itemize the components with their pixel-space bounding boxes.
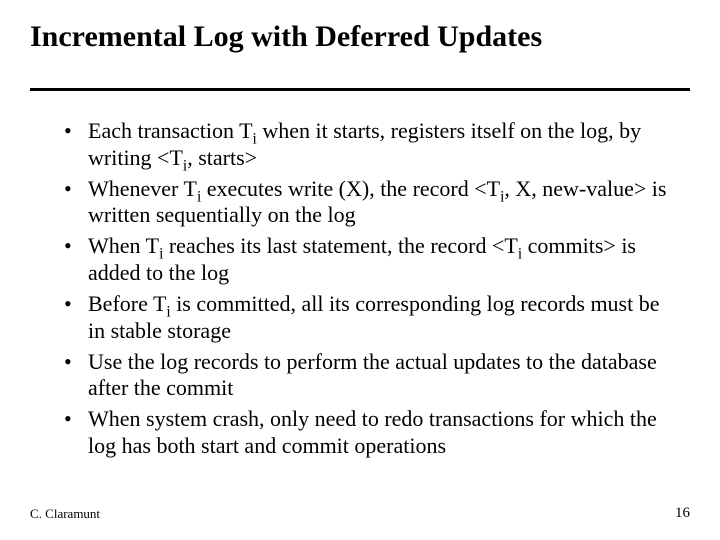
text: reaches its last statement, the record <…	[163, 233, 518, 258]
text: Each transaction T	[88, 118, 253, 143]
slide: Incremental Log with Deferred Updates Ea…	[0, 0, 720, 540]
bullet-list: Each transaction Ti when it starts, regi…	[60, 118, 680, 460]
text: Before T	[88, 291, 166, 316]
text: When T	[88, 233, 159, 258]
slide-body: Each transaction Ti when it starts, regi…	[60, 118, 680, 464]
footer-author: C. Claramunt	[30, 506, 100, 522]
text: Use the log records to perform the actua…	[88, 349, 657, 401]
bullet-item: Before Ti is committed, all its correspo…	[60, 291, 680, 345]
slide-title: Incremental Log with Deferred Updates	[30, 20, 690, 54]
text: executes write (X), the record <T	[201, 176, 500, 201]
text: Whenever T	[88, 176, 197, 201]
bullet-item: When system crash, only need to redo tra…	[60, 406, 680, 460]
footer-page-number: 16	[675, 505, 690, 522]
bullet-item: When Ti reaches its last statement, the …	[60, 233, 680, 287]
bullet-item: Each transaction Ti when it starts, regi…	[60, 118, 680, 172]
text: is committed, all its corresponding log …	[88, 291, 660, 343]
text: , starts>	[187, 145, 257, 170]
title-underline	[30, 88, 690, 91]
text: When system crash, only need to redo tra…	[88, 406, 657, 458]
bullet-item: Use the log records to perform the actua…	[60, 349, 680, 403]
bullet-item: Whenever Ti executes write (X), the reco…	[60, 176, 680, 230]
